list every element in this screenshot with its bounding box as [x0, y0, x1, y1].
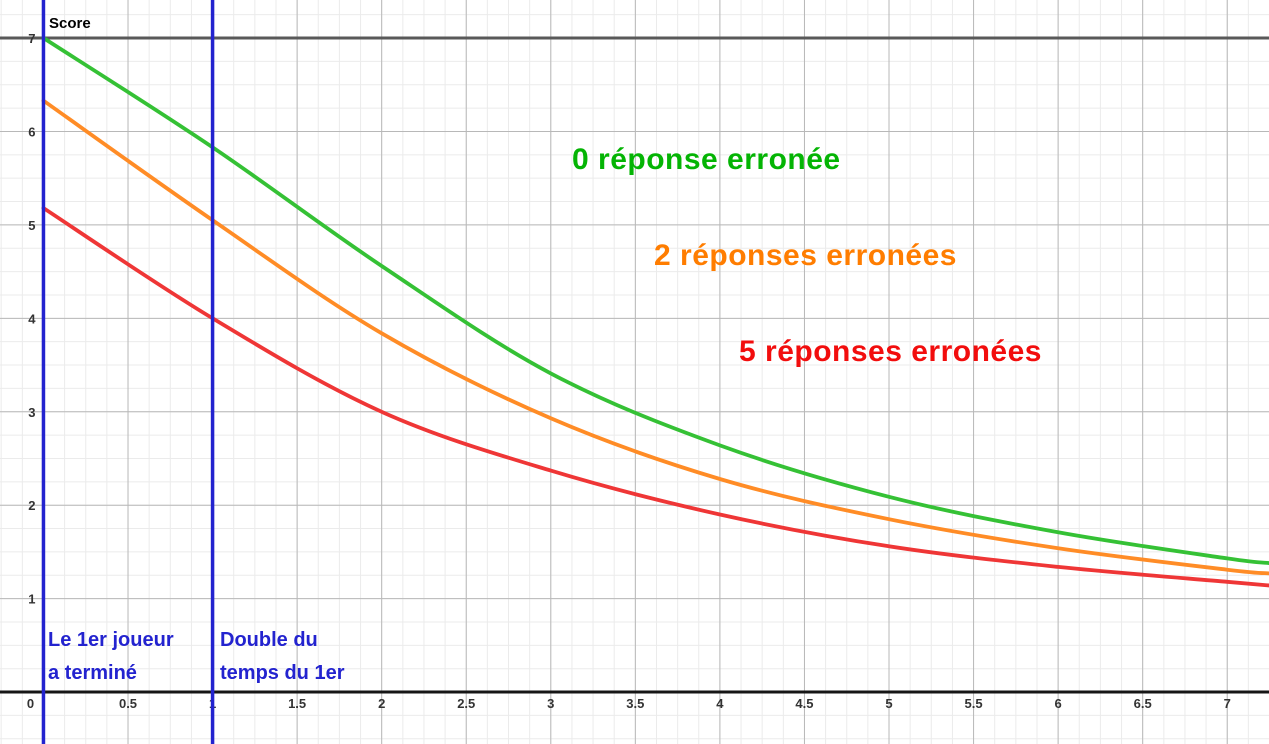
x-tick-label: 2.5 [457, 696, 475, 711]
y-tick-label: 3 [28, 405, 35, 420]
x-tick-label: 0.5 [119, 696, 137, 711]
y-tick-label: 1 [28, 592, 35, 607]
x-tick-label: 2 [378, 696, 385, 711]
x-tick-label: 5.5 [965, 696, 983, 711]
series-label-5-wrong-answers: 5 réponses erronées [739, 335, 1042, 368]
annotation-line: Double du [220, 629, 318, 651]
y-axis-title: Score [49, 15, 91, 32]
event-vlines [41, 0, 215, 744]
x-tick-label: 7 [1224, 696, 1231, 711]
y-tick-label: 4 [28, 311, 36, 326]
annotation-first-player-finished: Le 1er joueur a terminé [48, 624, 174, 690]
x-tick-label: 5 [885, 696, 892, 711]
x-tick-label: 3.5 [626, 696, 644, 711]
score-curve-1 [41, 98, 1269, 576]
x-tick-label: 1.5 [288, 696, 306, 711]
score-curve-0 [41, 36, 1269, 565]
x-tick-label: 6 [1055, 696, 1062, 711]
annotation-line: Le 1er joueur [48, 629, 174, 651]
x-tick-label: 6.5 [1134, 696, 1152, 711]
series-label-0-wrong-answers: 0 réponse erronée [572, 143, 841, 176]
y-tick-label: 6 [28, 124, 35, 139]
series-label-2-wrong-answers: 2 réponses erronées [654, 239, 957, 272]
annotation-line: temps du 1er [220, 662, 345, 684]
score-curves [41, 36, 1269, 588]
y-tick-label: 7 [28, 31, 35, 46]
x-tick-label: 3 [547, 696, 554, 711]
y-tick-label: 5 [28, 218, 35, 233]
x-tick-label: 4 [716, 696, 724, 711]
x-tick-label: 4.5 [795, 696, 813, 711]
score-curve-2 [41, 206, 1269, 588]
x-tick-label: 0 [27, 696, 34, 711]
y-tick-label: 2 [28, 498, 35, 513]
annotation-line: a terminé [48, 662, 137, 684]
annotation-double-time: Double du temps du 1er [220, 624, 344, 690]
